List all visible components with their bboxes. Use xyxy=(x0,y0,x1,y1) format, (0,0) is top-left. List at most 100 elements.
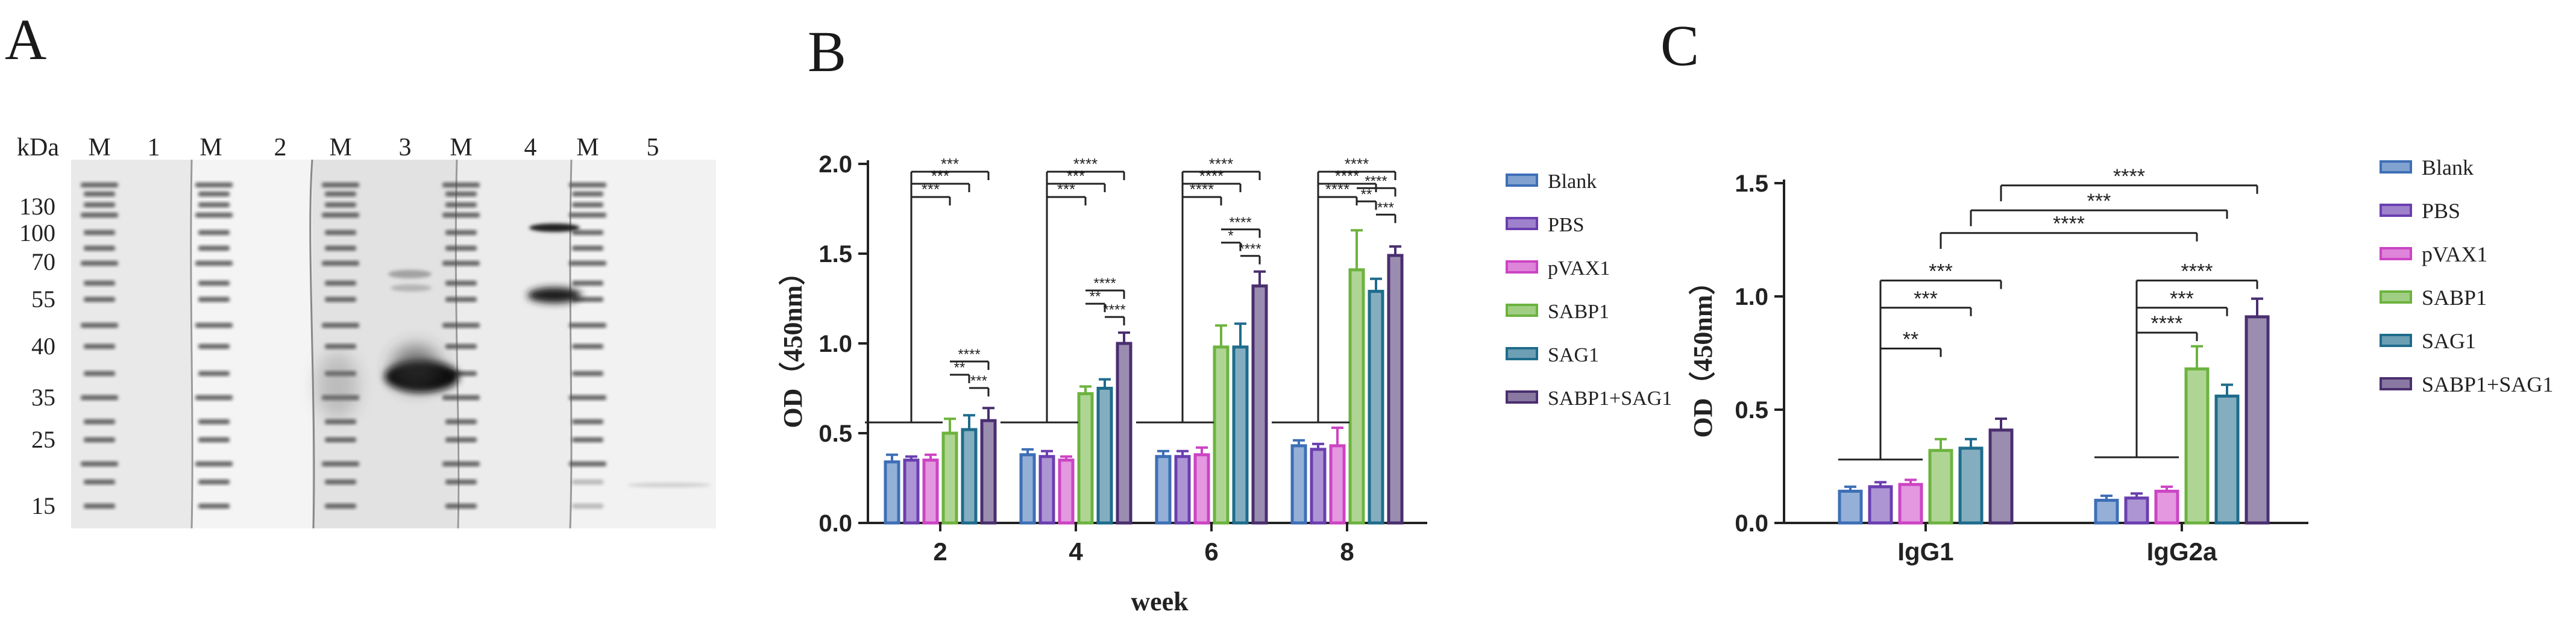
bar xyxy=(2214,394,2240,525)
ladder-band xyxy=(569,323,606,328)
ladder-band xyxy=(84,297,115,302)
ladder-band xyxy=(572,297,603,302)
ladder-band xyxy=(325,297,356,302)
ladder-band xyxy=(572,480,603,484)
marker-kda-label: 130 xyxy=(19,193,55,220)
ladder-band xyxy=(569,461,606,466)
ladder-band xyxy=(198,480,230,484)
marker-kda-label: 15 xyxy=(31,492,55,519)
bar xyxy=(1251,284,1268,525)
marker-kda-label: 25 xyxy=(31,426,55,453)
marker-kda-label: 35 xyxy=(31,384,55,411)
legend-label: SABP1 xyxy=(1548,301,1609,323)
significance-label: **** xyxy=(1190,180,1214,198)
ladder-band xyxy=(572,437,603,442)
bar xyxy=(1077,392,1094,525)
y-tick-label: 0.5 xyxy=(1735,397,1768,424)
lane-label: 5 xyxy=(647,134,659,161)
ladder-band xyxy=(569,183,606,187)
significance-label: **** xyxy=(1365,173,1387,189)
bar xyxy=(1387,254,1404,525)
lane-label: M xyxy=(199,134,222,161)
ladder-band xyxy=(195,395,233,400)
bar xyxy=(2154,489,2179,525)
ladder-band xyxy=(325,437,356,442)
bar xyxy=(922,458,939,525)
significance-label: **** xyxy=(1239,241,1261,257)
ladder-band xyxy=(445,419,477,424)
lane-label: M xyxy=(576,134,598,161)
ladder-band xyxy=(572,344,603,349)
significance-label: **** xyxy=(1073,155,1098,173)
ladder-band xyxy=(198,437,230,442)
chart-c: 0.0 0.5 1.0 1.5 OD（450nm） IgG1 IgG2a Blank PBS pV… xyxy=(1688,155,2553,566)
x-tick-label: 2 xyxy=(933,537,947,566)
legend-label: pVAX1 xyxy=(1548,257,1610,280)
significance-label: **** xyxy=(1199,167,1224,185)
ladder-band xyxy=(325,281,356,286)
lane3-band-upper xyxy=(388,270,432,278)
lane-labels: M 1 M 2 M 3 M 4 M 5 xyxy=(88,134,659,161)
kda-label: kDa xyxy=(17,134,59,161)
ladder-band xyxy=(84,281,115,286)
bar xyxy=(1310,448,1327,525)
y-tick-label: 1.0 xyxy=(1735,284,1768,310)
ladder-band xyxy=(572,230,603,235)
strip-edge xyxy=(190,159,193,529)
panel-label-c: C xyxy=(1660,13,1700,78)
lane4-band-55kda xyxy=(527,287,582,303)
lane-label: M xyxy=(88,134,110,161)
legend-label: PBS xyxy=(2422,199,2460,223)
ladder-band xyxy=(198,504,230,508)
lane-label: M xyxy=(450,134,472,161)
ladder-band xyxy=(322,261,359,266)
ladder-band xyxy=(442,395,480,400)
ladder-band xyxy=(195,183,233,187)
ladder-band xyxy=(322,323,359,328)
lane2-smear xyxy=(316,352,359,419)
x-tick-label: 6 xyxy=(1204,537,1218,566)
lane-label: 3 xyxy=(399,134,412,161)
significance-label: * xyxy=(1228,228,1233,244)
ladder-band xyxy=(442,461,480,466)
ladder-band xyxy=(325,344,356,349)
ladder-band xyxy=(442,323,480,328)
significance-label: **** xyxy=(1229,214,1251,231)
x-tick-label: IgG1 xyxy=(1897,537,1953,566)
bar xyxy=(1928,449,1953,525)
bar xyxy=(1096,387,1113,525)
ladder-band xyxy=(198,202,230,207)
y-tick-label: 0.0 xyxy=(818,510,852,537)
ladder-band xyxy=(445,297,477,302)
lane3-band-smear xyxy=(392,346,440,389)
significance-label: *** xyxy=(2170,287,2194,310)
legend-label: Blank xyxy=(2422,155,2474,180)
legend-swatch xyxy=(2380,247,2412,260)
bar xyxy=(903,458,920,525)
membrane-strip-4 xyxy=(457,160,571,528)
significance-label: *** xyxy=(941,155,959,173)
x-tick-label: 4 xyxy=(1069,537,1083,566)
legend-label: pVAX1 xyxy=(2422,242,2487,266)
ladder-band xyxy=(195,461,233,466)
bar xyxy=(961,428,978,525)
significance-label: *** xyxy=(922,180,940,198)
ladder-band xyxy=(84,230,115,235)
legend-label: SABP1 xyxy=(2422,286,2487,310)
legend-swatch xyxy=(2380,377,2412,390)
y-tick-label: 1.5 xyxy=(1735,171,1768,197)
bar xyxy=(1019,453,1036,525)
lane-label: 4 xyxy=(524,134,537,161)
ladder-band xyxy=(198,246,230,251)
legend-swatch xyxy=(1506,174,1538,187)
bar xyxy=(1290,444,1307,525)
legend-swatch xyxy=(2380,334,2412,347)
ladder-band xyxy=(325,192,356,196)
bar xyxy=(2245,315,2270,525)
ladder-band xyxy=(81,183,118,187)
significance-label: **** xyxy=(2053,213,2085,236)
ladder-band xyxy=(84,437,115,442)
bar xyxy=(2184,367,2210,525)
